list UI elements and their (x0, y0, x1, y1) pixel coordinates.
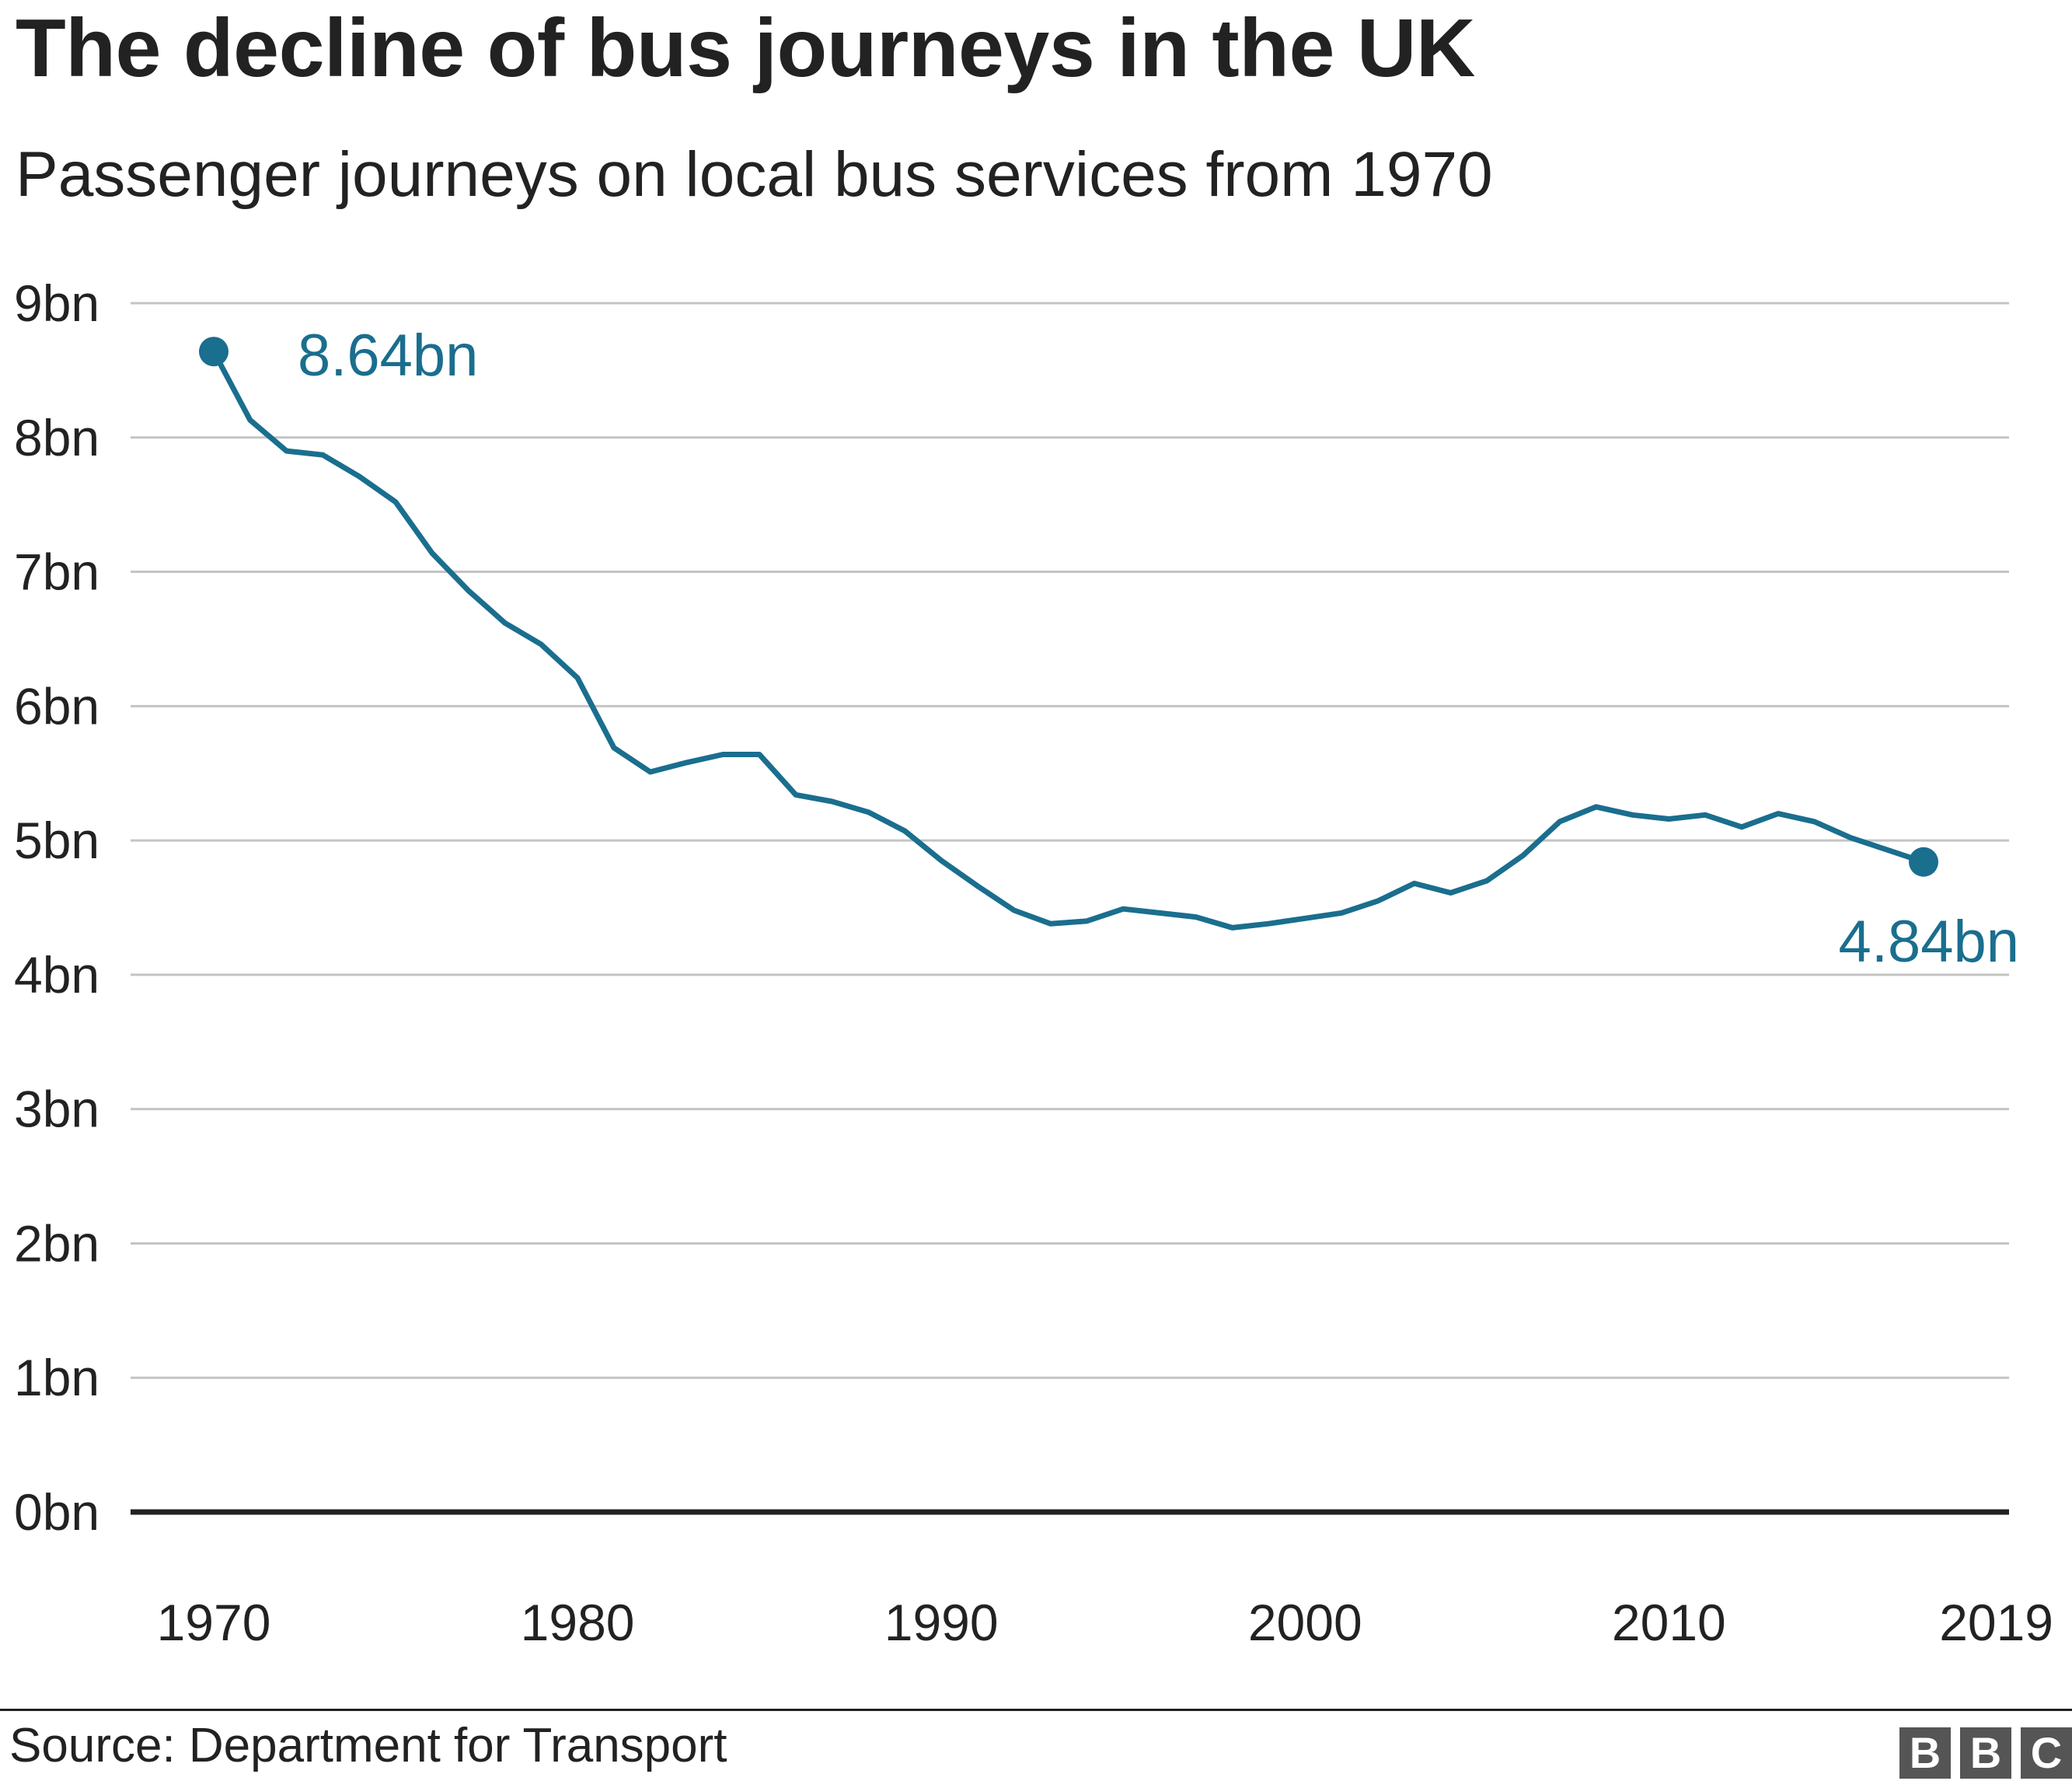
chart-subtitle: Passenger journeys on local bus services… (16, 139, 1493, 210)
series-journeys (211, 348, 1927, 931)
data-point-marker (1909, 847, 1938, 877)
y-tick-label: 9bn (14, 274, 99, 332)
y-tick-label: 8bn (14, 409, 99, 466)
chart-title: The decline of bus journeys in the UK (16, 2, 1475, 94)
x-tick-label: 1980 (521, 1594, 635, 1651)
series-line (211, 348, 1927, 931)
y-tick-label: 2bn (14, 1214, 99, 1272)
gridlines (131, 302, 2009, 1515)
footer-rule (0, 1709, 2072, 1711)
y-tick-label: 5bn (14, 812, 99, 869)
source-note: Source: Department for Transport (9, 1719, 727, 1772)
x-tick-label: 2000 (1248, 1594, 1362, 1651)
x-tick-label: 1970 (157, 1594, 271, 1651)
bbc-logo-letter: C (2021, 1727, 2072, 1779)
x-axis-ticks: 1970 1980 1990 2000 2010 2019 (157, 1594, 2053, 1651)
y-tick-label: 4bn (14, 946, 99, 1004)
data-label: 8.64bn (298, 323, 478, 389)
y-tick-label: 0bn (14, 1483, 99, 1541)
bbc-logo: B B C (1899, 1727, 2072, 1779)
bbc-logo-letter: B (1960, 1727, 2011, 1779)
y-axis-ticks: 0bn 1bn 2bn 3bn 4bn 5bn 6bn 7bn 8bn 9bn (14, 274, 99, 1541)
y-tick-label: 3bn (14, 1081, 99, 1138)
x-tick-label: 1990 (884, 1594, 999, 1651)
x-tick-label: 2019 (1939, 1594, 2053, 1651)
data-label: 4.84bn (1839, 909, 2019, 975)
y-tick-label: 6bn (14, 677, 99, 735)
data-point-marker (199, 337, 228, 367)
bbc-logo-letter: B (1899, 1727, 1951, 1779)
y-tick-label: 1bn (14, 1349, 99, 1406)
annotations: 8.64bn 4.84bn (199, 323, 2019, 975)
x-tick-label: 2010 (1612, 1594, 1726, 1651)
y-tick-label: 7bn (14, 543, 99, 601)
